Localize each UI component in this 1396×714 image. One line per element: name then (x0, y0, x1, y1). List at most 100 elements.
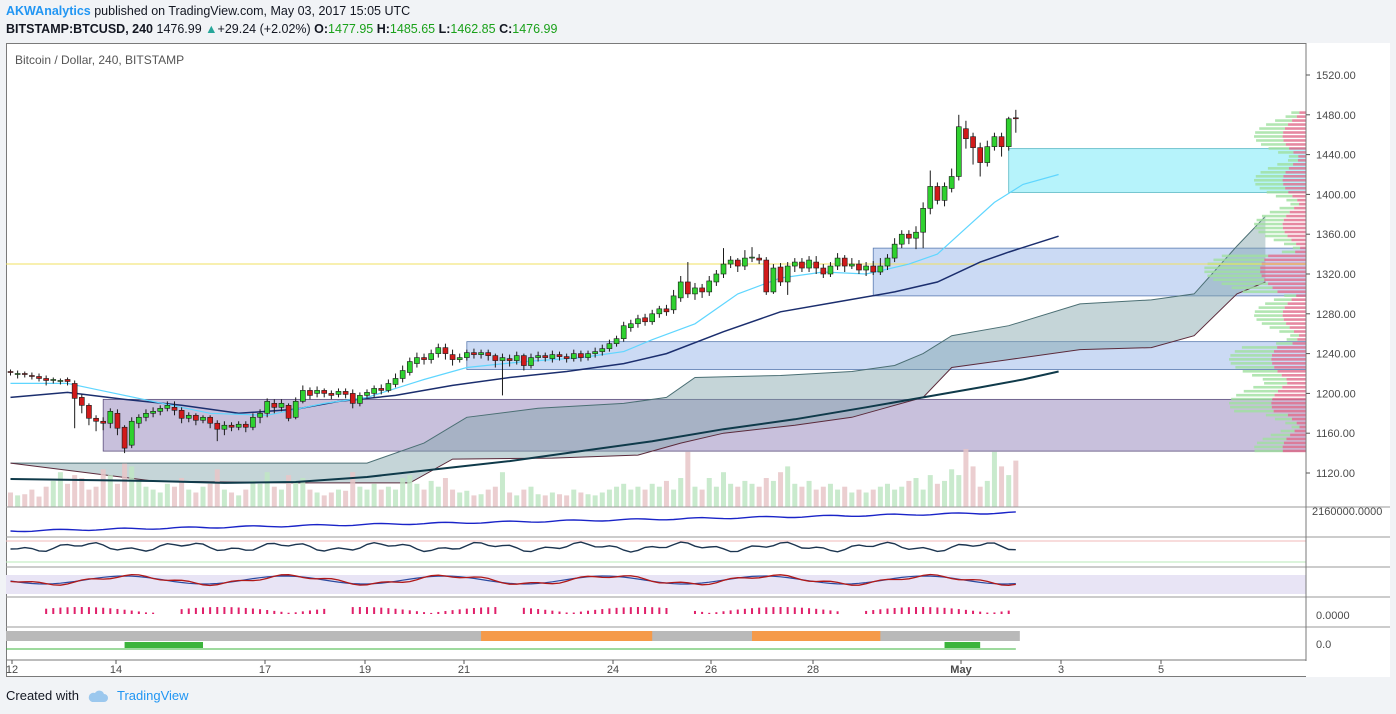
volume-bar (628, 489, 634, 507)
volume-bar (293, 480, 299, 507)
price-tick-label: 1120.00 (1316, 468, 1355, 480)
histogram-bar (59, 607, 62, 614)
histogram-bar (316, 609, 319, 614)
volume-bar (749, 483, 755, 507)
candle-body (570, 353, 577, 359)
tradingview-link[interactable]: TradingView (116, 688, 189, 703)
profile-bar-up (1278, 151, 1294, 154)
time-tick-label: 26 (705, 664, 717, 676)
histogram-bar (244, 607, 247, 614)
profile-bar-up (1288, 155, 1299, 158)
histogram-bar (722, 611, 725, 614)
candle-body (71, 383, 78, 399)
profile-bar-down (1272, 286, 1306, 290)
price-axis[interactable]: 1520.00 1480.00 1440.00 1400.00 1360.00 1320.… (1306, 70, 1356, 480)
volume-bar (29, 489, 35, 507)
candle-body (528, 357, 534, 366)
volume-bar (706, 478, 712, 507)
profile-bar-down (1296, 294, 1306, 297)
histogram-bar (52, 608, 55, 614)
author-link[interactable]: AKWAnalytics (6, 4, 91, 18)
histogram-bar (458, 609, 461, 614)
price-tick-label: 1400.00 (1316, 189, 1356, 201)
volume-bar (22, 494, 28, 507)
profile-bar-up (1264, 234, 1288, 238)
volume-bar (471, 495, 477, 507)
profile-bar-down (1260, 270, 1306, 274)
candle-body (685, 281, 691, 295)
histogram-bar (651, 607, 654, 614)
histogram-bar (223, 607, 226, 614)
candle-body (399, 370, 406, 379)
profile-bar-up (1261, 214, 1287, 218)
volume-bar (763, 478, 769, 507)
volume-bar (592, 495, 598, 507)
price-tick-label: 1320.00 (1316, 269, 1356, 281)
volume-bar (578, 492, 584, 507)
candle-body (171, 407, 178, 411)
volume-bar (884, 483, 890, 507)
volume-bar (678, 478, 684, 507)
histogram-bar (572, 612, 575, 614)
stoch-k-line (10, 573, 1016, 587)
histogram-bar (273, 610, 276, 614)
zone-box[interactable] (1008, 148, 1307, 193)
candle-body (128, 420, 135, 446)
histogram-bar (408, 610, 411, 614)
histogram-bar (95, 607, 98, 614)
histogram-bar (366, 607, 368, 614)
profile-bar-down (1271, 354, 1306, 357)
volume-bar (186, 489, 192, 507)
price-change: +29.24 (+2.02%) (217, 22, 311, 36)
volume-bar (450, 489, 456, 507)
profile-bar-down (1300, 246, 1306, 250)
candle-body (628, 323, 634, 329)
profile-bar-down (1287, 234, 1306, 238)
candle-body (378, 388, 385, 391)
histogram-bar (1000, 611, 1003, 614)
price-tick-label: 1200.00 (1316, 388, 1356, 400)
profile-bar-down (1284, 127, 1306, 130)
price-tick-label: 1240.00 (1316, 349, 1356, 361)
time-tick-label: 24 (607, 664, 619, 676)
time-axis[interactable]: 12 14 17 19 21 24 26 28 May 3 5 (6, 660, 1164, 676)
volume-bar (963, 449, 969, 507)
candle-body (21, 373, 28, 375)
profile-bar-down (1294, 206, 1306, 210)
volume-bar (877, 486, 883, 507)
candle-body (86, 405, 92, 419)
profile-bar-down (1289, 210, 1306, 214)
profile-bar-down (1284, 230, 1306, 234)
profile-bar-down (1282, 178, 1306, 182)
volume-bar (778, 472, 784, 507)
volume-bar (813, 489, 819, 507)
histogram-bar (437, 611, 440, 614)
candle-body (856, 263, 862, 271)
volume-bar (507, 492, 513, 507)
volume-bar (421, 489, 427, 507)
volume-bar (571, 489, 577, 507)
candle-body (563, 356, 570, 359)
profile-bar-up (1230, 354, 1272, 357)
volume-bar (1013, 460, 1019, 507)
histogram-bar (472, 608, 475, 614)
histogram-bar (729, 610, 732, 614)
volume-bar (485, 489, 491, 507)
volume-bar (892, 489, 898, 507)
profile-bar-up (1256, 139, 1284, 142)
volume-bar (150, 489, 156, 507)
profile-bar-up (1287, 159, 1298, 162)
candle-body (635, 318, 641, 325)
candle-body (834, 257, 841, 267)
profile-bar-down (1286, 377, 1306, 381)
time-tick-label: May (950, 664, 972, 676)
volume-axis-label: 2160000.0000 (1312, 506, 1382, 518)
volume-bar (942, 480, 948, 507)
candle-body (107, 411, 114, 424)
profile-bar-up (1234, 350, 1274, 353)
volume-bar (792, 483, 798, 507)
chart-canvas[interactable]: 1520.00 1480.00 1440.00 1400.00 1360.00 1320.… (6, 43, 1390, 677)
volume-bar (642, 489, 648, 507)
candle-body (934, 186, 941, 201)
candle-body (485, 352, 492, 356)
